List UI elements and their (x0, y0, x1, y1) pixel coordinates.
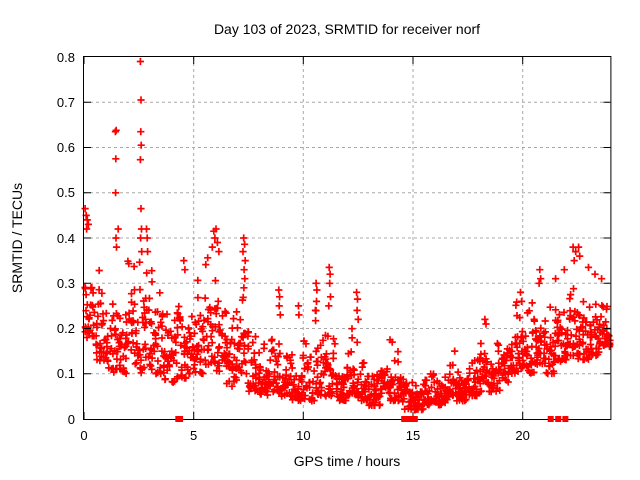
x-tick-label: 20 (515, 428, 530, 443)
zero-marker (555, 416, 562, 422)
x-tick-label: 0 (80, 428, 88, 443)
grid-lines (84, 57, 611, 419)
y-tick-label: 0.5 (56, 185, 75, 201)
zero-marker (177, 416, 184, 422)
plot-border (83, 56, 612, 420)
x-tick-label: 10 (296, 428, 311, 443)
zero-marker (547, 416, 554, 422)
zero-marker (411, 416, 418, 422)
data-points (81, 57, 614, 414)
y-tick-label: 0.4 (56, 230, 75, 246)
y-tick-label: 0.7 (56, 94, 75, 110)
y-tick-label: 0 (67, 411, 75, 427)
y-tick-label: 0.1 (56, 366, 75, 382)
y-tick-label: 0.2 (56, 321, 75, 336)
zero-marker (405, 416, 412, 422)
chart-title: Day 103 of 2023, SRMTID for receiver nor… (213, 21, 481, 37)
zero-marker (562, 416, 569, 422)
y-tick-label: 0.3 (56, 275, 75, 291)
x-tick-label: 5 (190, 428, 198, 443)
tick-marks (83, 57, 611, 419)
x-axis-label: GPS time / hours (293, 453, 401, 469)
x-tick-label: 15 (405, 428, 421, 443)
y-tick-label: 0.8 (56, 49, 75, 65)
y-tick-label: 0.6 (56, 140, 75, 155)
